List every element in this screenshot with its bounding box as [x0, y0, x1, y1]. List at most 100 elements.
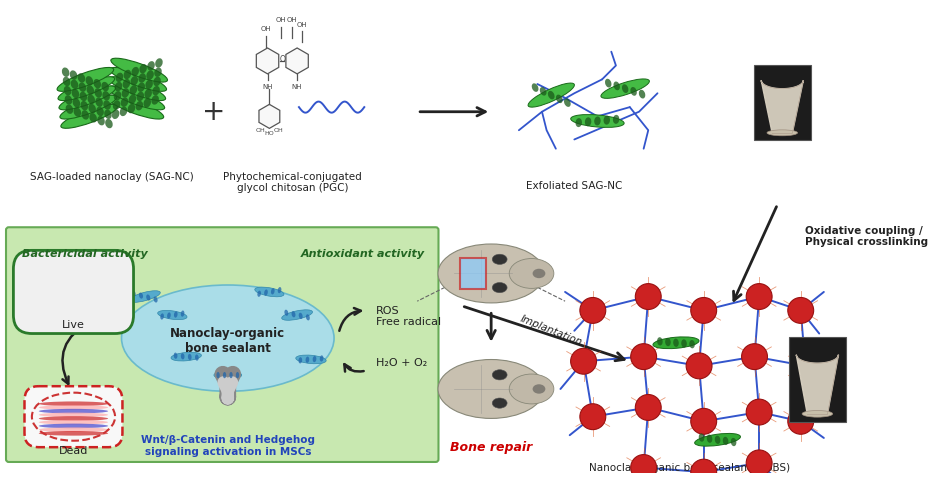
Ellipse shape	[87, 95, 95, 104]
Text: OH: OH	[256, 128, 265, 133]
Ellipse shape	[152, 86, 159, 95]
Circle shape	[630, 455, 657, 481]
Circle shape	[635, 284, 661, 309]
Text: NH: NH	[263, 84, 273, 90]
Ellipse shape	[153, 77, 160, 86]
Text: OH: OH	[276, 17, 287, 23]
Ellipse shape	[665, 338, 671, 346]
Ellipse shape	[129, 85, 137, 95]
Polygon shape	[796, 355, 839, 415]
Circle shape	[635, 394, 661, 420]
Ellipse shape	[139, 293, 143, 299]
Circle shape	[793, 353, 818, 379]
Ellipse shape	[38, 424, 108, 428]
Ellipse shape	[88, 104, 96, 113]
FancyBboxPatch shape	[461, 258, 486, 289]
Ellipse shape	[271, 288, 275, 295]
Ellipse shape	[532, 83, 538, 92]
Text: ROS
Free radical: ROS Free radical	[375, 306, 441, 327]
Ellipse shape	[174, 353, 177, 359]
Text: O: O	[280, 55, 285, 63]
Ellipse shape	[69, 70, 77, 80]
Ellipse shape	[630, 87, 637, 96]
Ellipse shape	[38, 431, 108, 436]
Ellipse shape	[265, 290, 268, 296]
Ellipse shape	[121, 98, 129, 107]
Ellipse shape	[533, 269, 545, 278]
Ellipse shape	[60, 95, 116, 119]
Ellipse shape	[281, 310, 312, 320]
Ellipse shape	[130, 76, 138, 85]
Ellipse shape	[681, 339, 687, 348]
Ellipse shape	[109, 77, 166, 101]
Ellipse shape	[699, 434, 704, 442]
Ellipse shape	[86, 85, 94, 95]
Ellipse shape	[155, 58, 162, 68]
Text: Antioxidant activity: Antioxidant activity	[300, 248, 425, 258]
Ellipse shape	[181, 353, 185, 359]
Ellipse shape	[235, 372, 239, 378]
FancyBboxPatch shape	[789, 337, 846, 422]
Ellipse shape	[110, 67, 167, 91]
Ellipse shape	[802, 410, 833, 417]
Ellipse shape	[96, 98, 103, 107]
Ellipse shape	[80, 92, 87, 101]
FancyBboxPatch shape	[36, 269, 112, 315]
Ellipse shape	[122, 88, 129, 98]
Ellipse shape	[38, 405, 108, 410]
Ellipse shape	[94, 79, 101, 88]
Ellipse shape	[613, 82, 620, 90]
Text: Live: Live	[62, 320, 85, 329]
Ellipse shape	[131, 291, 136, 297]
Ellipse shape	[38, 420, 108, 425]
Ellipse shape	[576, 118, 582, 127]
Circle shape	[788, 298, 813, 324]
Ellipse shape	[104, 109, 112, 119]
Ellipse shape	[767, 130, 797, 136]
Ellipse shape	[438, 244, 544, 303]
Ellipse shape	[154, 67, 161, 77]
Circle shape	[788, 409, 813, 434]
Text: HO: HO	[265, 131, 274, 136]
Ellipse shape	[66, 105, 73, 114]
Ellipse shape	[101, 82, 109, 91]
Text: Exfoliated SAG-NC: Exfoliated SAG-NC	[526, 181, 623, 191]
Ellipse shape	[306, 356, 310, 363]
Ellipse shape	[695, 434, 740, 446]
Ellipse shape	[509, 374, 553, 404]
Ellipse shape	[731, 438, 736, 446]
Ellipse shape	[492, 398, 507, 408]
Ellipse shape	[113, 91, 121, 101]
Ellipse shape	[167, 312, 171, 319]
Ellipse shape	[160, 313, 164, 320]
Ellipse shape	[64, 86, 71, 95]
Ellipse shape	[706, 435, 712, 443]
Ellipse shape	[556, 95, 563, 103]
Ellipse shape	[689, 340, 695, 348]
Ellipse shape	[129, 95, 136, 104]
Circle shape	[747, 284, 772, 309]
Ellipse shape	[145, 80, 153, 89]
Ellipse shape	[509, 259, 553, 288]
Ellipse shape	[723, 437, 729, 445]
Ellipse shape	[278, 287, 281, 293]
Ellipse shape	[139, 73, 146, 82]
Ellipse shape	[174, 311, 177, 318]
Ellipse shape	[639, 90, 645, 99]
Ellipse shape	[131, 67, 139, 76]
Polygon shape	[761, 81, 803, 134]
Ellipse shape	[570, 114, 624, 127]
Ellipse shape	[548, 91, 554, 99]
Ellipse shape	[38, 416, 108, 421]
Ellipse shape	[129, 291, 160, 302]
Ellipse shape	[78, 73, 85, 82]
Ellipse shape	[38, 412, 108, 417]
Ellipse shape	[112, 109, 119, 119]
Circle shape	[580, 298, 606, 324]
FancyBboxPatch shape	[44, 275, 103, 308]
Ellipse shape	[492, 370, 507, 380]
Text: OH: OH	[296, 22, 308, 27]
Ellipse shape	[613, 115, 619, 124]
Ellipse shape	[214, 371, 242, 379]
Ellipse shape	[533, 384, 545, 394]
